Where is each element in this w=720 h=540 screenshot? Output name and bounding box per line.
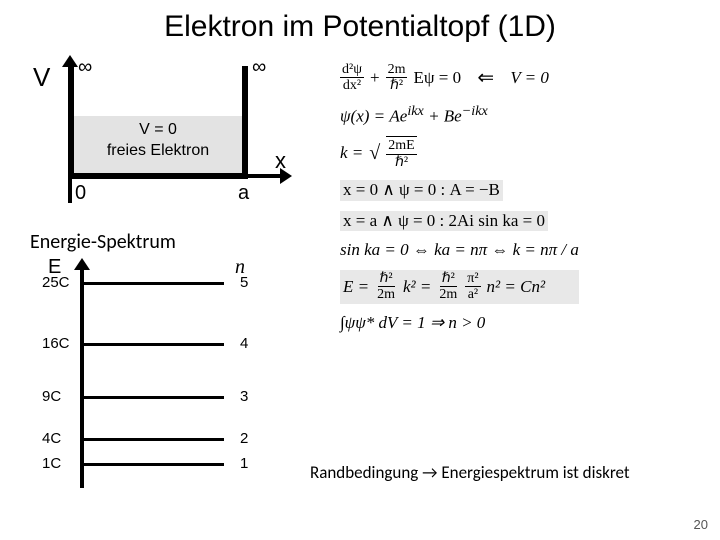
energy-level-label-left: 9C (42, 388, 61, 405)
frac-num: π² (465, 271, 480, 287)
frac-den: 2m (437, 287, 459, 302)
k-lhs: k = (340, 144, 363, 163)
energy-level-label-right: 5 (240, 274, 248, 291)
frac-den: dx² (341, 78, 363, 93)
footer-note: Randbedingung → Energiespektrum ist disk… (310, 462, 630, 483)
energy-level-label-right: 1 (240, 455, 248, 472)
frac-den: 2m (375, 287, 397, 302)
frac-den: ℏ² (388, 78, 405, 93)
well-wall-right (242, 66, 248, 178)
plus-sign: + (370, 69, 380, 88)
psi-exp2: −ikx (462, 103, 488, 119)
well-caption: V = 0 freies Elektron (74, 120, 242, 162)
eq-sin-cond: sin ka = 0 ⇔ ka = nπ ⇔ k = nπ / a (340, 241, 579, 260)
eq-bc1: x = 0 ∧ ψ = 0 : A = −B (340, 180, 579, 201)
energy-level-label-left: 1C (42, 455, 61, 472)
energy-level-label-left: 4C (42, 430, 61, 447)
v-axis-label: V (33, 62, 50, 93)
eq-k: k = √ 2mEℏ² (340, 136, 579, 170)
E-axis (80, 266, 84, 488)
infinity-right: ∞ (252, 56, 266, 79)
eq-psi-solution: ψ(x) = Aeikx + Be−ikx (340, 104, 579, 126)
eq-v0: V = 0 (510, 69, 549, 88)
potential-well-diagram: V ∞ ∞ V = 0 freies Elektron 0 a x (30, 60, 320, 210)
frac-den: a² (466, 287, 480, 302)
frac-den: ℏ² (393, 155, 410, 170)
frac-num: 2mE (386, 138, 416, 154)
energy-level-label-right: 2 (240, 430, 248, 447)
x-axis (68, 174, 284, 178)
E-mid: k² = (403, 278, 431, 297)
arrow-left: ⇐ (477, 67, 494, 89)
well-caption-line2: freies Elektron (107, 142, 209, 159)
eq-energy: E = ℏ²2m k² = ℏ²2m π²a² n² = Cn² (340, 270, 579, 304)
psi-plus: + Be (424, 106, 462, 125)
sqrt-icon: √ (369, 142, 380, 164)
energy-level-label-right: 4 (240, 335, 248, 352)
eq-normalization: ∫ψψ* dV = 1 ⇒ n > 0 (340, 314, 579, 333)
frac-num: ℏ² (378, 271, 395, 287)
energy-level-label-right: 3 (240, 388, 248, 405)
frac-num: 2m (386, 62, 408, 78)
E-tail: n² = Cn² (487, 278, 546, 297)
norm-text: ∫ψψ* dV = 1 ⇒ n > 0 (340, 314, 485, 333)
x-label: x (275, 148, 286, 174)
frac-num: d²ψ (340, 62, 364, 78)
eq-tail: Eψ = 0 (413, 69, 461, 88)
psi-lhs: ψ(x) = Ae (340, 106, 407, 125)
page-title: Elektron im Potentialtopf (1D) (0, 10, 720, 44)
infinity-left: ∞ (78, 56, 92, 79)
origin-label: 0 (75, 182, 86, 205)
sin-cond-text: sin ka = 0 ⇔ ka = nπ ⇔ k = nπ / a (340, 241, 579, 260)
energy-level-label-left: 16C (42, 335, 70, 352)
energy-level-bar (84, 282, 224, 285)
energy-level-bar (84, 343, 224, 346)
psi-exp1: ikx (407, 103, 424, 119)
frac-num: ℏ² (440, 271, 457, 287)
energy-level-label-left: 25C (42, 274, 70, 291)
bc1-text: x = 0 ∧ ψ = 0 : A = −B (340, 180, 503, 201)
E-lhs: E = (343, 278, 369, 297)
energy-level-bar (84, 396, 224, 399)
bc2-text: x = a ∧ ψ = 0 : 2Ai sin ka = 0 (340, 211, 548, 232)
spectrum-title: Energie-Spektrum (30, 230, 176, 254)
a-label: a (238, 182, 249, 205)
page-number: 20 (694, 517, 708, 532)
energy-spectrum-diagram: E n 25C516C49C34C21C1 (30, 258, 270, 493)
energy-level-bar (84, 463, 224, 466)
well-caption-line1: V = 0 (139, 121, 177, 138)
eq-bc2: x = a ∧ ψ = 0 : 2Ai sin ka = 0 (340, 211, 579, 232)
eq-schrodinger: d²ψdx² + 2mℏ² Eψ = 0 ⇐ V = 0 (340, 62, 579, 94)
energy-level-bar (84, 438, 224, 441)
equations-panel: d²ψdx² + 2mℏ² Eψ = 0 ⇐ V = 0 ψ(x) = Aeik… (340, 62, 579, 342)
